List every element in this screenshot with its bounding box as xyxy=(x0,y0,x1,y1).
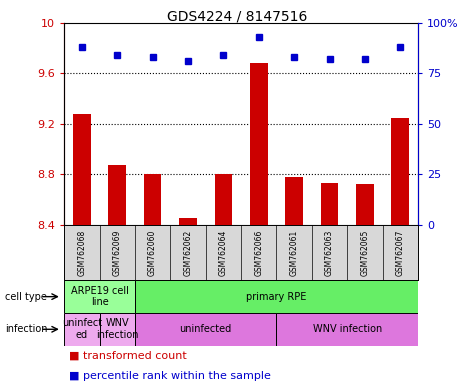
Bar xyxy=(64,280,135,313)
Text: GSM762069: GSM762069 xyxy=(113,229,122,276)
Text: GSM762068: GSM762068 xyxy=(77,229,86,276)
Text: GSM762066: GSM762066 xyxy=(254,229,263,276)
Bar xyxy=(276,313,418,346)
Bar xyxy=(73,114,91,225)
Text: GSM762061: GSM762061 xyxy=(290,229,299,276)
Bar xyxy=(64,313,100,346)
Bar xyxy=(144,174,162,225)
Bar xyxy=(100,313,135,346)
Bar xyxy=(215,174,232,225)
Text: WNV
infection: WNV infection xyxy=(96,318,138,340)
Text: GSM762067: GSM762067 xyxy=(396,229,405,276)
Text: ■ percentile rank within the sample: ■ percentile rank within the sample xyxy=(69,371,271,381)
Text: GSM762063: GSM762063 xyxy=(325,229,334,276)
Text: GSM762065: GSM762065 xyxy=(361,229,370,276)
Text: GSM762064: GSM762064 xyxy=(219,229,228,276)
Bar xyxy=(108,166,126,225)
Text: ■ transformed count: ■ transformed count xyxy=(69,350,187,360)
Text: primary RPE: primary RPE xyxy=(246,291,307,302)
Bar xyxy=(285,177,303,225)
Bar xyxy=(356,184,374,225)
Bar xyxy=(179,218,197,225)
Text: WNV infection: WNV infection xyxy=(313,324,382,334)
Bar xyxy=(135,280,418,313)
Text: GSM762060: GSM762060 xyxy=(148,229,157,276)
Text: infection: infection xyxy=(5,324,47,334)
Text: GSM762062: GSM762062 xyxy=(183,229,192,276)
Bar xyxy=(391,118,409,225)
Text: cell type: cell type xyxy=(5,291,47,302)
Text: uninfected: uninfected xyxy=(180,324,232,334)
Bar xyxy=(250,63,267,225)
Bar xyxy=(321,183,338,225)
Bar xyxy=(135,313,276,346)
Text: uninfect
ed: uninfect ed xyxy=(62,318,102,340)
Text: GDS4224 / 8147516: GDS4224 / 8147516 xyxy=(167,10,308,23)
Text: ARPE19 cell
line: ARPE19 cell line xyxy=(71,286,128,308)
